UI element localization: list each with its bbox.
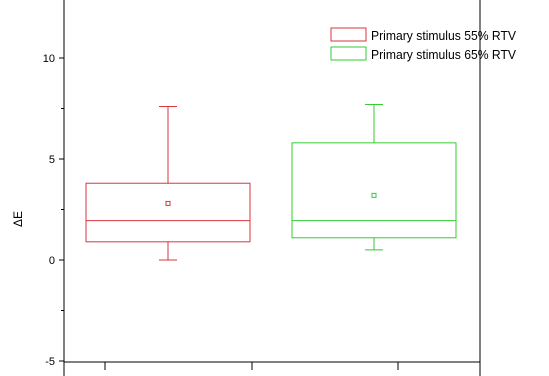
y-tick-label: 0 <box>49 255 55 267</box>
mean-marker <box>371 192 377 198</box>
mean-marker <box>165 200 171 206</box>
legend-label: Primary stimulus 55% RTV <box>371 28 516 43</box>
legend-item-1: Primary stimulus 55% RTV <box>330 27 516 43</box>
y-tick-label: 5 <box>49 154 55 166</box>
x-ticks <box>104 362 399 370</box>
y-ticks: -5 0 5 10 <box>43 53 64 368</box>
legend-swatch <box>330 46 367 61</box>
legend: Primary stimulus 55% RTV Primary stimulus… <box>330 27 516 62</box>
box-1 <box>85 105 251 261</box>
interquartile-box <box>85 182 251 243</box>
y-axis-title: ΔE <box>11 211 25 227</box>
interquartile-box <box>291 142 457 239</box>
box-series <box>85 103 457 261</box>
y-tick-label: 10 <box>43 53 55 65</box>
legend-label: Primary stimulus 65% RTV <box>371 47 516 62</box>
legend-item-2: Primary stimulus 65% RTV <box>330 46 516 62</box>
legend-swatch <box>330 27 367 42</box>
y-tick-label: -5 <box>45 356 55 368</box>
box-2 <box>291 103 457 251</box>
